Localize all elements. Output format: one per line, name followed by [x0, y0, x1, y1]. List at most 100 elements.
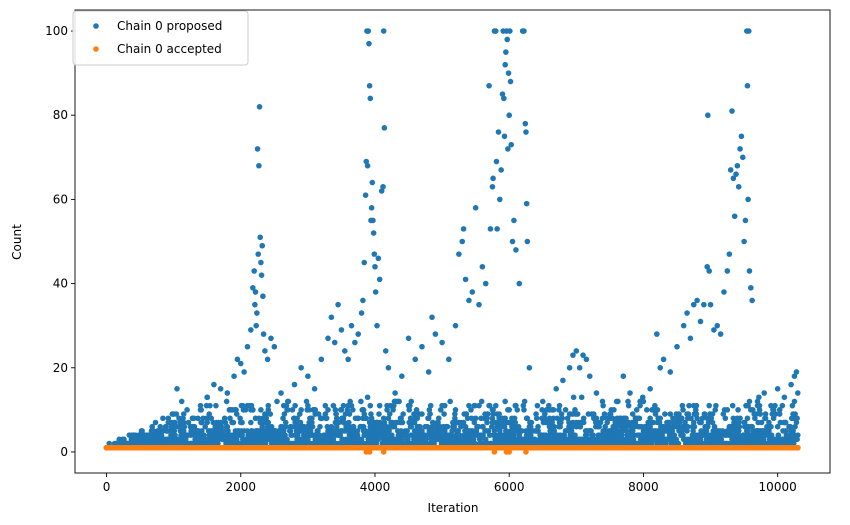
proposed-point: [419, 343, 425, 350]
proposed-point: [768, 432, 775, 438]
proposed-point: [343, 423, 349, 430]
proposed-point: [361, 259, 368, 266]
proposed-point: [241, 440, 248, 447]
proposed-point: [697, 436, 704, 443]
accepted-point: [607, 444, 613, 451]
proposed-point: [390, 402, 397, 409]
proposed-point: [168, 432, 174, 438]
proposed-point: [671, 432, 678, 438]
proposed-point: [657, 415, 664, 422]
proposed-point: [258, 259, 264, 266]
proposed-point: [713, 402, 719, 409]
proposed-point: [207, 402, 213, 409]
proposed-point: [233, 411, 240, 417]
proposed-point: [522, 120, 529, 127]
proposed-point: [506, 407, 513, 413]
proposed-point: [392, 390, 398, 396]
proposed-point: [604, 419, 610, 426]
proposed-point: [215, 440, 221, 447]
proposed-point: [760, 428, 767, 434]
proposed-point: [480, 432, 486, 438]
proposed-point: [191, 423, 198, 430]
proposed-point: [525, 428, 531, 434]
proposed-point: [680, 322, 687, 329]
proposed-point: [794, 432, 801, 438]
proposed-point: [367, 95, 374, 102]
proposed-point: [297, 411, 303, 417]
proposed-point: [502, 61, 508, 68]
proposed-point: [684, 428, 690, 434]
proposed-point: [257, 234, 264, 241]
proposed-point: [230, 419, 237, 426]
proposed-point: [362, 428, 369, 434]
proposed-point: [340, 415, 347, 422]
proposed-point: [611, 407, 617, 413]
proposed-point: [580, 419, 587, 426]
proposed-point: [735, 428, 742, 434]
accepted-point: [707, 444, 714, 451]
proposed-point: [318, 356, 325, 363]
proposed-point: [326, 432, 333, 438]
proposed-point: [117, 440, 123, 447]
proposed-point: [749, 423, 755, 430]
proposed-point: [260, 331, 267, 337]
proposed-point: [466, 297, 472, 304]
y-axis-label: Count: [10, 224, 24, 260]
proposed-point: [362, 192, 369, 198]
proposed-point: [586, 373, 593, 379]
proposed-point: [366, 82, 373, 89]
proposed-point: [350, 423, 357, 430]
proposed-point: [416, 432, 423, 438]
proposed-point: [305, 402, 311, 409]
proposed-point: [307, 428, 314, 434]
proposed-point: [378, 188, 385, 194]
proposed-point: [513, 402, 519, 409]
proposed-point: [788, 381, 794, 388]
proposed-point: [469, 289, 476, 295]
proposed-point: [298, 364, 304, 371]
y-tick-label: 40: [53, 277, 68, 291]
proposed-point: [647, 423, 653, 430]
proposed-point: [309, 419, 315, 426]
proposed-point: [564, 436, 570, 443]
proposed-point: [511, 423, 518, 430]
proposed-point: [704, 415, 710, 422]
proposed-point: [106, 440, 113, 447]
proposed-point: [473, 428, 480, 434]
proposed-point: [253, 322, 259, 329]
proposed-point: [435, 436, 441, 443]
proposed-point: [385, 415, 392, 422]
proposed-point: [250, 407, 256, 413]
proposed-point: [348, 402, 355, 409]
proposed-point: [354, 432, 361, 438]
proposed-point: [121, 436, 127, 443]
proposed-point: [452, 411, 458, 417]
proposed-point: [227, 415, 233, 422]
proposed-point: [458, 423, 464, 430]
proposed-point: [254, 310, 260, 316]
proposed-point: [553, 386, 559, 392]
proposed-point: [706, 402, 712, 409]
proposed-point: [412, 432, 419, 438]
proposed-point: [596, 423, 602, 430]
proposed-point: [737, 146, 743, 152]
proposed-point: [385, 364, 392, 371]
proposed-point: [714, 322, 721, 329]
proposed-point: [599, 398, 606, 405]
proposed-point: [690, 419, 697, 426]
proposed-point: [705, 419, 712, 426]
proposed-point: [407, 402, 413, 409]
proposed-point: [490, 175, 496, 182]
proposed-point: [165, 419, 172, 426]
proposed-point: [338, 327, 345, 333]
proposed-point: [360, 297, 366, 304]
proposed-point: [503, 428, 510, 434]
accepted-point: [794, 444, 801, 451]
proposed-point: [332, 407, 339, 413]
proposed-point: [550, 415, 557, 422]
proposed-point: [466, 402, 472, 409]
proposed-point: [639, 394, 646, 401]
proposed-point: [262, 348, 268, 354]
proposed-point: [366, 40, 372, 47]
proposed-point: [550, 407, 557, 413]
